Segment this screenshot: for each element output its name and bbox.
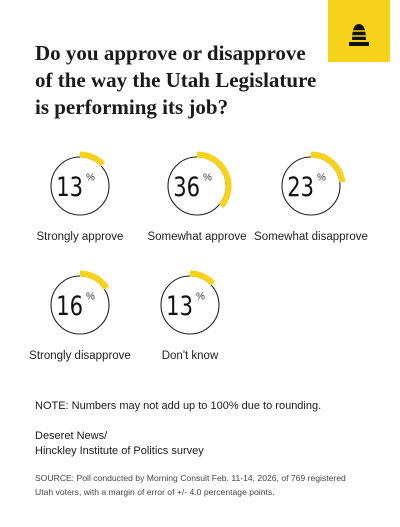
unit-label: %	[86, 173, 95, 184]
credit-line: Deseret News/	[35, 430, 108, 442]
value-label: 23	[287, 171, 314, 202]
value-label: 13	[166, 290, 193, 321]
logo	[328, 0, 390, 62]
category-label: Somewhat disapprove	[254, 231, 368, 243]
gauge-arc	[196, 151, 232, 208]
gauge-arc	[189, 270, 216, 286]
unit-label: %	[196, 292, 205, 303]
source: SOURCE: Poll conducted by Morning Consul…	[35, 473, 346, 497]
credit-line: Hinckley Institute of Politics survey	[35, 445, 204, 457]
gauge-arc	[79, 151, 106, 167]
logo-base	[349, 42, 369, 46]
unit-label: %	[86, 292, 95, 303]
note: NOTE: Numbers may not add up to 100% due…	[35, 400, 322, 412]
category-label: Strongly approve	[37, 231, 124, 243]
value-label: 16	[56, 290, 83, 321]
unit-label: %	[317, 173, 326, 184]
gauge-arc	[310, 151, 346, 183]
gauge-ring	[50, 275, 110, 335]
chart-title: Do you approve or disapprove of the way …	[35, 41, 317, 119]
credit: Deseret News/ Hinckley Institute of Poli…	[35, 429, 204, 459]
category-label: Strongly disapprove	[29, 350, 131, 362]
gauge-arc	[79, 270, 110, 290]
unit-label: %	[203, 173, 212, 184]
category-label: Don't know	[162, 350, 219, 362]
category-label: Somewhat approve	[147, 231, 246, 243]
value-label: 36	[173, 171, 200, 202]
value-label: 13	[56, 171, 83, 202]
